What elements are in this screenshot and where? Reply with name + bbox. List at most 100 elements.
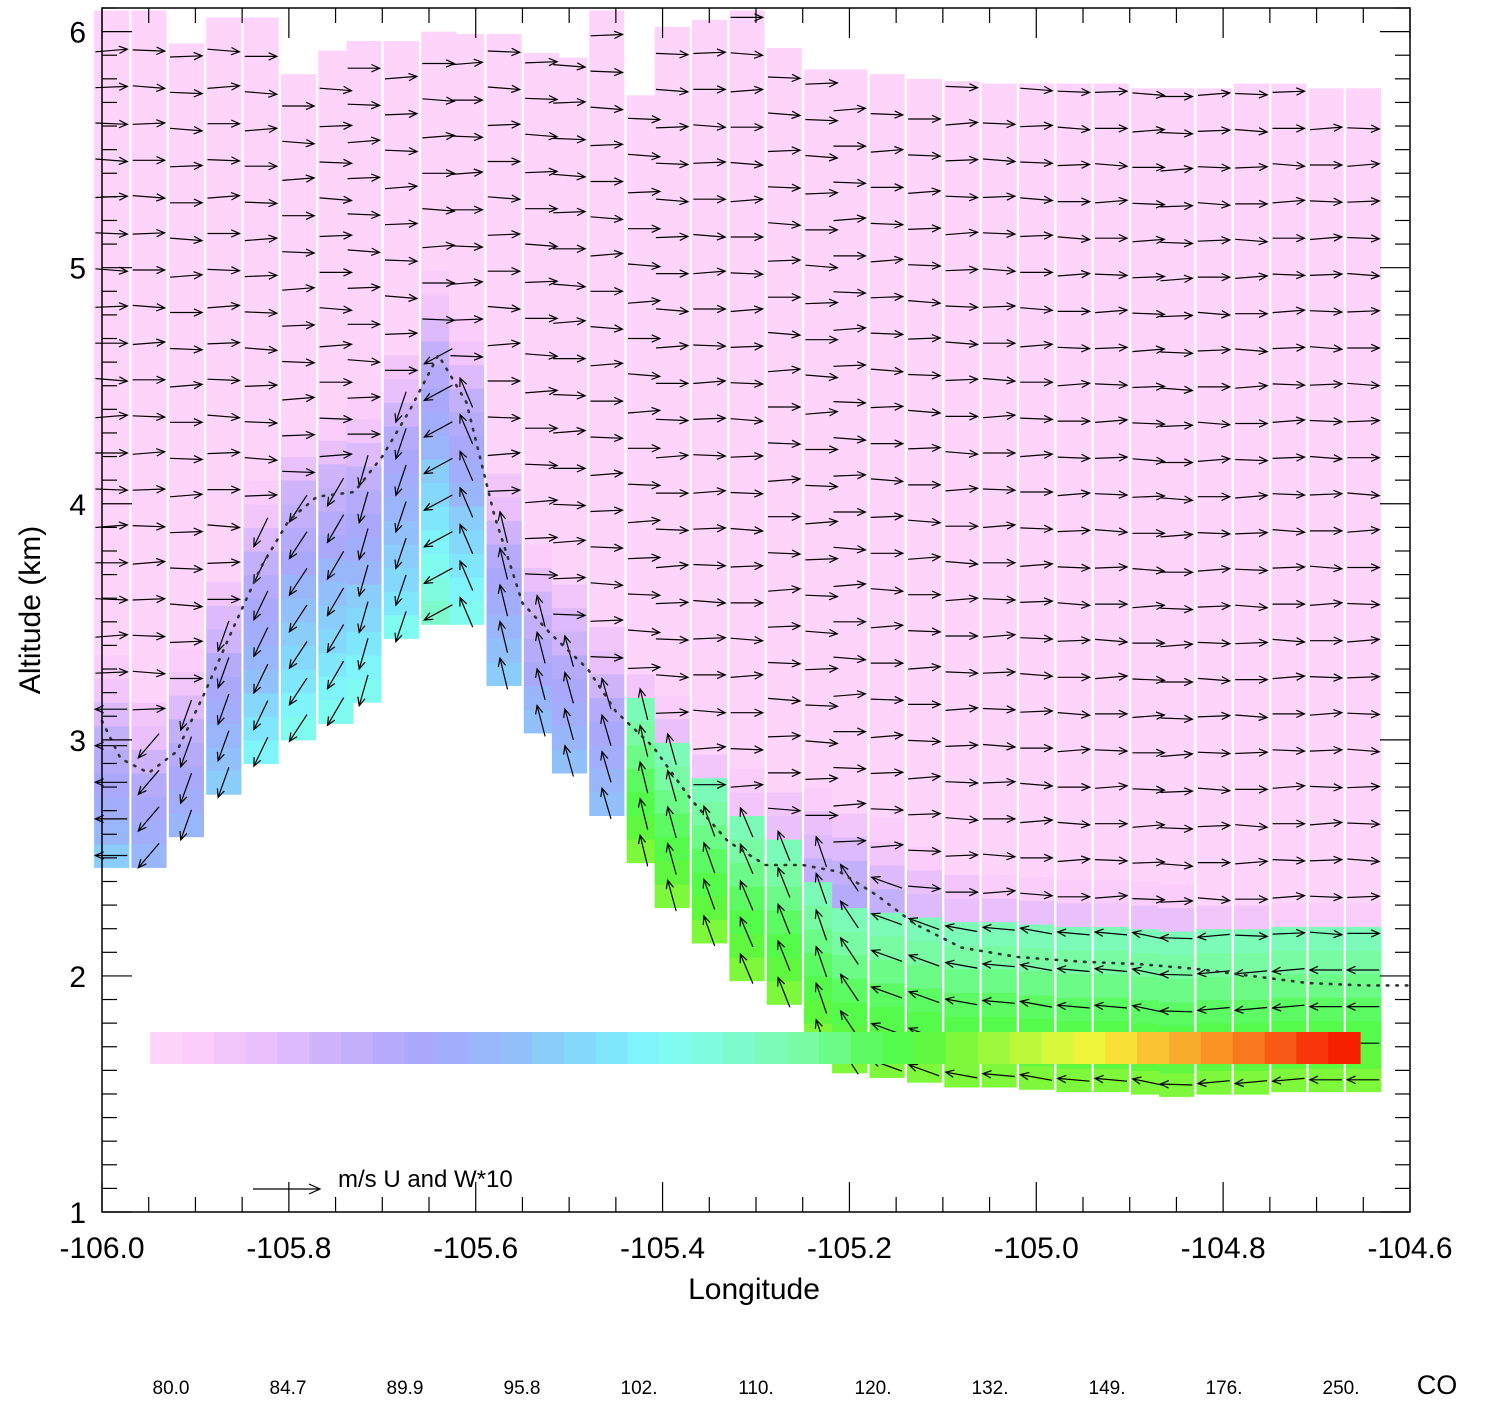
wind-vector	[1057, 453, 1092, 463]
colorbar-swatch	[1168, 1032, 1202, 1064]
wind-vector	[805, 591, 839, 601]
wind-vector	[1095, 124, 1129, 133]
wind-vector	[1160, 604, 1194, 614]
co-cell	[243, 267, 279, 292]
colorbar-swatch	[595, 1032, 629, 1064]
wind-vector	[137, 733, 160, 760]
wind-vector	[170, 527, 204, 536]
co-cell	[131, 796, 167, 821]
wind-vector	[1057, 160, 1092, 169]
wind-vector	[982, 631, 1017, 640]
co-cell	[906, 78, 943, 92]
wind-vector	[1019, 925, 1053, 935]
co-cell	[654, 340, 690, 366]
co-cell	[168, 647, 204, 672]
wind-vector	[1057, 234, 1092, 244]
wind-vector	[590, 616, 624, 625]
co-cell	[869, 746, 905, 772]
wind-vector	[253, 590, 269, 622]
wind-vector	[768, 475, 802, 484]
wind-vector	[805, 335, 839, 344]
wind-vector	[730, 489, 765, 498]
wind-vector	[288, 641, 308, 670]
wind-vector	[1309, 855, 1344, 865]
co-cell	[1093, 973, 1129, 998]
co-cell	[654, 624, 690, 649]
co-cell	[449, 576, 485, 602]
wind-vector	[423, 531, 453, 548]
co-cell	[766, 909, 802, 934]
wind-vector	[459, 486, 474, 518]
wind-vector	[1235, 272, 1269, 281]
co-cell	[486, 638, 522, 663]
co-cell	[1056, 761, 1092, 786]
wind-vector	[1131, 966, 1165, 977]
wind-vector	[768, 402, 802, 412]
wind-vector	[1160, 238, 1194, 248]
wind-vector	[1309, 454, 1344, 463]
wind-vector	[137, 769, 160, 796]
wind-vector	[1309, 563, 1344, 573]
wind-vector	[357, 564, 369, 598]
colorbar-swatch	[818, 1032, 852, 1064]
co-cell	[944, 237, 980, 262]
co-cell	[1019, 310, 1055, 335]
co-cell	[766, 272, 802, 297]
wind-vector	[1019, 962, 1053, 972]
co-cell	[94, 584, 130, 609]
co-cell	[766, 48, 802, 61]
co-cell	[692, 45, 728, 70]
wind-vector	[487, 157, 522, 166]
wind-vector	[1235, 894, 1269, 904]
wind-vector	[730, 85, 765, 95]
colorbar-swatch	[691, 1032, 724, 1064]
wind-vector	[833, 435, 867, 444]
wind-vector	[945, 741, 979, 750]
co-cell	[1271, 831, 1307, 857]
wind-vector	[1197, 821, 1232, 830]
co-cell	[206, 251, 242, 276]
co-cell	[832, 69, 868, 82]
co-cell	[944, 189, 980, 214]
co-cell	[1196, 196, 1232, 222]
wind-vector	[1160, 92, 1194, 101]
co-cell	[1308, 666, 1344, 691]
wind-vector	[627, 590, 662, 600]
wind-vector	[1235, 491, 1269, 501]
co-cell	[206, 534, 242, 559]
wind-vector	[282, 284, 316, 293]
co-cell	[1346, 643, 1382, 668]
co-cell	[1056, 359, 1092, 384]
wind-vector	[907, 1063, 940, 1077]
wind-vector	[1132, 492, 1166, 501]
co-cell	[1233, 598, 1270, 623]
wind-vector	[244, 271, 279, 280]
co-cell	[906, 114, 943, 139]
wind-vector	[93, 814, 128, 824]
co-cell	[1196, 975, 1232, 1001]
co-cell	[692, 22, 728, 47]
wind-vector	[908, 737, 942, 746]
wind-vector	[459, 523, 474, 555]
co-cell	[654, 529, 690, 554]
wind-vector	[1235, 456, 1269, 465]
co-cell	[383, 307, 419, 332]
co-cell	[589, 626, 625, 651]
wind-vector	[768, 512, 802, 521]
co-cell	[168, 624, 204, 649]
wind-vector	[767, 731, 802, 741]
co-cell	[1346, 525, 1382, 550]
wind-vector	[525, 94, 559, 104]
wind-vector	[1020, 816, 1054, 825]
wind-vector	[1197, 345, 1232, 355]
co-cell	[168, 317, 204, 342]
co-cell	[168, 104, 204, 129]
co-cell	[1056, 501, 1092, 526]
wind-vector	[870, 329, 905, 339]
wind-vector	[805, 262, 839, 272]
wind-vector	[730, 598, 765, 608]
co-cell	[869, 251, 905, 276]
co-cell	[486, 95, 522, 120]
co-cell	[1056, 147, 1092, 172]
wind-vector	[1235, 382, 1269, 391]
